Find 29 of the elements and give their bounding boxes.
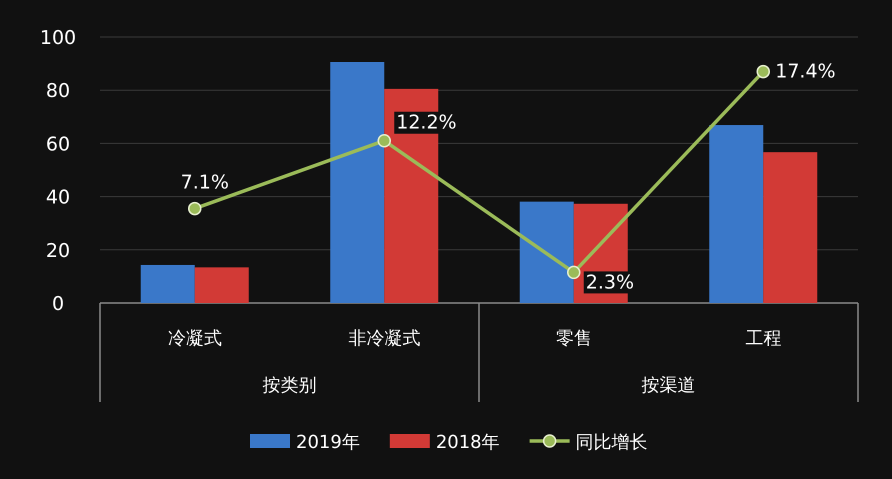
bar	[330, 62, 384, 303]
y-tick-label: 0	[52, 293, 64, 315]
data-label: 12.2%	[396, 112, 457, 134]
bar	[763, 152, 818, 303]
data-label: 2.3%	[586, 271, 634, 294]
point	[188, 202, 202, 216]
y-tick-label: 20	[46, 240, 70, 262]
y-tick-label: 60	[46, 133, 70, 156]
bar	[140, 264, 195, 303]
data-label: 7.1%	[180, 172, 229, 194]
text: 按类别	[262, 375, 316, 396]
bar	[194, 267, 249, 303]
bar	[709, 125, 764, 303]
data-label: 17.4%	[775, 60, 836, 83]
x-tick-label: 零售	[556, 328, 592, 349]
point	[567, 266, 580, 280]
x-tick-label: 非冷凝式	[348, 328, 420, 349]
point	[378, 134, 391, 148]
y-tick-label: 100	[40, 27, 76, 49]
text: 按渠道	[642, 375, 696, 396]
bar	[520, 202, 574, 303]
legend-label: 同比增长	[576, 432, 648, 453]
x-tick-label: 工程	[745, 328, 782, 349]
y-tick-label: 40	[46, 186, 70, 209]
legend-label: 2019年	[296, 432, 360, 453]
x-tick-label: 冷凝式	[168, 328, 222, 349]
y-tick-label: 80	[46, 80, 70, 102]
legend-label: 2018年	[436, 432, 500, 453]
point	[756, 64, 770, 78]
